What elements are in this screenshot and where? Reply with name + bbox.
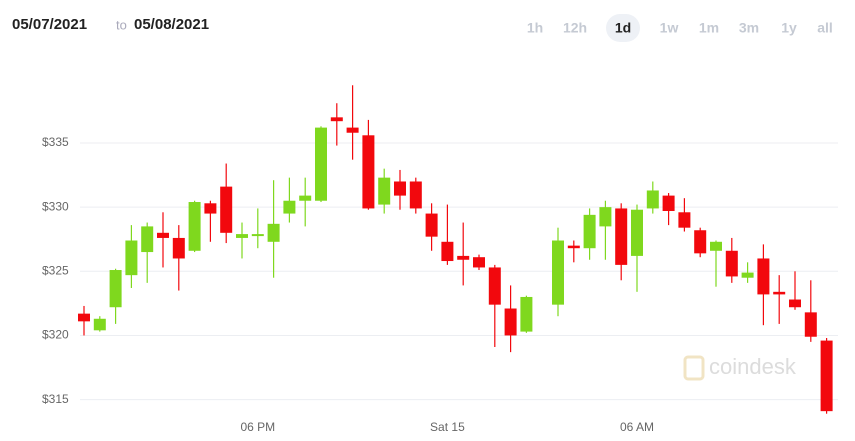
date-to: 05/08/2021 — [134, 16, 209, 33]
candle-body — [378, 177, 391, 205]
y-tick-label: $335 — [42, 135, 69, 149]
range-button[interactable]: 12h — [563, 20, 587, 36]
range-button[interactable]: 3m — [739, 20, 759, 36]
candle-body — [141, 226, 154, 253]
candle-body — [662, 195, 675, 211]
range-selected-bg — [606, 14, 640, 42]
candle-body — [804, 312, 817, 337]
x-tick-label: 06 AM — [620, 420, 654, 434]
candle-body — [710, 241, 722, 251]
candle-body — [552, 240, 564, 305]
candle-body — [820, 340, 833, 412]
candle-body — [725, 250, 738, 277]
candle-body — [78, 313, 90, 322]
candle-body — [646, 190, 659, 209]
y-tick-label: $315 — [42, 392, 69, 406]
range-button[interactable]: 1d — [615, 20, 631, 36]
candle-body — [157, 232, 169, 238]
candle-body — [315, 127, 327, 201]
candle-body — [441, 241, 454, 262]
candle-body — [425, 213, 438, 237]
candle-body — [109, 270, 122, 308]
candle-body — [457, 255, 470, 260]
x-tick-label: Sat 15 — [430, 420, 465, 434]
range-button[interactable]: all — [817, 20, 833, 36]
candle-body — [615, 208, 628, 265]
candle-body — [520, 296, 533, 332]
candle-body — [631, 209, 643, 256]
candle-body — [93, 318, 106, 331]
candle-body — [473, 257, 485, 268]
candle-body — [394, 181, 406, 196]
candle-body — [283, 200, 296, 214]
candle-body — [346, 127, 359, 133]
date-from: 05/07/2021 — [12, 16, 87, 33]
candle-body — [488, 267, 501, 305]
range-button[interactable]: 1y — [781, 20, 797, 36]
candle-body — [409, 181, 422, 209]
candle-body — [188, 202, 201, 251]
candle-body — [694, 230, 707, 254]
range-button[interactable]: 1h — [527, 20, 543, 36]
candle-body — [267, 223, 280, 242]
candle-body — [678, 212, 691, 228]
y-tick-label: $330 — [42, 199, 69, 213]
candle-body — [204, 203, 217, 214]
candle-body — [236, 234, 248, 238]
candle-body — [299, 195, 312, 201]
y-tick-label: $325 — [42, 263, 69, 277]
y-tick-label: $320 — [42, 328, 69, 342]
candle-body — [789, 299, 801, 308]
candle-body — [251, 234, 264, 237]
candle-body — [172, 237, 185, 259]
candle-body — [757, 258, 770, 295]
candle-body — [599, 207, 612, 227]
range-button[interactable]: 1m — [699, 20, 719, 36]
candle-body — [504, 308, 517, 336]
watermark-text: coindesk — [709, 354, 797, 379]
candle-body — [220, 186, 233, 233]
watermark: coindesk — [683, 354, 797, 381]
x-tick-label: 06 PM — [240, 420, 275, 434]
range-button[interactable]: 1w — [660, 20, 679, 36]
candle-body — [567, 245, 580, 249]
candle-body — [330, 117, 343, 122]
candle-body — [362, 135, 375, 209]
candle-body — [583, 214, 596, 249]
watermark-logo — [683, 355, 705, 381]
candle-body — [773, 291, 786, 295]
candle-body — [125, 240, 138, 276]
candle-body — [741, 272, 754, 278]
date-to-word: to — [116, 17, 127, 32]
